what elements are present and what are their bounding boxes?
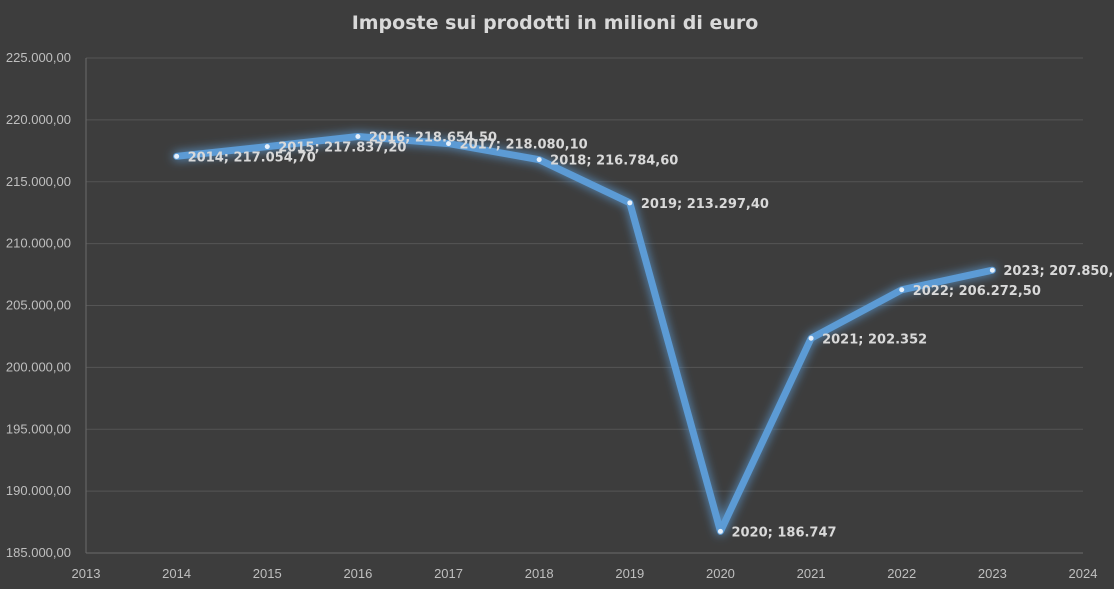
data-label: 2020; 186.747 [731, 525, 836, 540]
x-tick-label: 2017 [434, 566, 463, 581]
y-tick-label: 185.000,00 [6, 545, 71, 560]
y-tick-label: 225.000,00 [6, 50, 71, 65]
x-tick-label: 2015 [253, 566, 282, 581]
data-point [174, 153, 180, 159]
data-label: 2021; 202.352 [822, 332, 927, 347]
chart-title: Imposte sui prodotti in milioni di euro [351, 12, 759, 34]
y-tick-label: 205.000,00 [6, 298, 71, 313]
data-label: 2023; 207.850,40 [1003, 264, 1114, 279]
data-label: 2015; 217.837,20 [278, 141, 406, 156]
x-tick-label: 2023 [978, 566, 1007, 581]
x-tick-label: 2014 [162, 566, 191, 581]
x-tick-label: 2024 [1069, 566, 1098, 581]
data-point [627, 200, 633, 206]
data-label: 2022; 206.272,50 [913, 284, 1041, 299]
data-label: 2019; 213.297,40 [641, 197, 769, 212]
data-point [899, 287, 905, 293]
y-tick-label: 215.000,00 [6, 174, 71, 189]
axes: 185.000,00 190.000,00 195.000,00 200.000,00… [6, 50, 1098, 581]
series-line-group [173, 133, 996, 535]
grid [86, 57, 1083, 492]
data-point [355, 134, 361, 140]
y-tick-label: 190.000,00 [6, 483, 71, 498]
x-tick-label: 2021 [797, 566, 826, 581]
data-point [264, 144, 270, 150]
data-point [446, 141, 452, 147]
data-point [808, 335, 814, 341]
data-points [174, 134, 995, 534]
data-label: 2016; 218.654,50 [369, 131, 497, 146]
data-label: 2018; 216.784,60 [550, 154, 678, 169]
x-tick-label: 2016 [343, 566, 372, 581]
y-tick-label: 195.000,00 [6, 421, 71, 436]
y-tick-label: 200.000,00 [6, 359, 71, 374]
y-tick-label: 210.000,00 [6, 236, 71, 251]
data-label: 2017; 218.080,10 [460, 138, 588, 153]
series-line [173, 133, 996, 535]
x-tick-label: 2020 [706, 566, 735, 581]
x-tick-label: 2019 [615, 566, 644, 581]
x-tick-label: 2022 [887, 566, 916, 581]
data-point [717, 528, 723, 534]
data-point [536, 157, 542, 163]
data-point [989, 267, 995, 273]
x-tick-label: 2013 [72, 566, 101, 581]
y-tick-label: 220.000,00 [6, 112, 71, 127]
x-tick-label: 2018 [525, 566, 554, 581]
data-label: 2014; 217.054,70 [188, 150, 316, 165]
